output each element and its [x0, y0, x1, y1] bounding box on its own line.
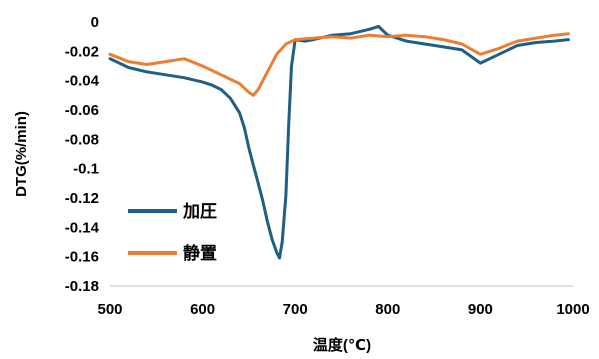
- y-tick-labels: 0 -0.02 -0.04 -0.06 -0.08 -0.1 -0.12 -0.14 -0.16…: [65, 14, 100, 295]
- legend: 加圧 静置: [128, 202, 217, 264]
- y-tick-label: -0.08: [65, 131, 99, 148]
- y-tick-label: -0.14: [65, 219, 100, 236]
- x-tick-label: 1000: [556, 301, 589, 318]
- y-tick-label: -0.18: [65, 278, 99, 295]
- y-axis-title: DTG(%/min): [13, 111, 30, 197]
- y-tick-label: -0.1: [73, 161, 99, 178]
- y-tick-label: -0.12: [65, 190, 99, 207]
- y-tick-label: -0.02: [65, 43, 99, 60]
- y-tick-label: -0.16: [65, 249, 99, 266]
- y-tick-label: 0: [91, 14, 99, 31]
- series-line-0: [108, 24, 570, 260]
- y-tick-label: -0.06: [65, 102, 99, 119]
- x-tick-label: 500: [97, 301, 122, 318]
- y-tick-label: -0.04: [65, 73, 100, 90]
- series-line-1: [108, 32, 570, 97]
- x-axis-title: 温度(℃): [313, 336, 371, 354]
- x-tick-label: 800: [375, 301, 400, 318]
- legend-label-kaatsu: 加圧: [182, 202, 217, 222]
- x-tick-label: 900: [468, 301, 493, 318]
- series-lines: [108, 24, 570, 260]
- x-tick-labels: 500 600 700 800 900 1000: [97, 301, 589, 318]
- x-tick-label: 600: [190, 301, 215, 318]
- x-tick-label: 700: [283, 301, 308, 318]
- legend-label-seichi: 静置: [183, 243, 217, 264]
